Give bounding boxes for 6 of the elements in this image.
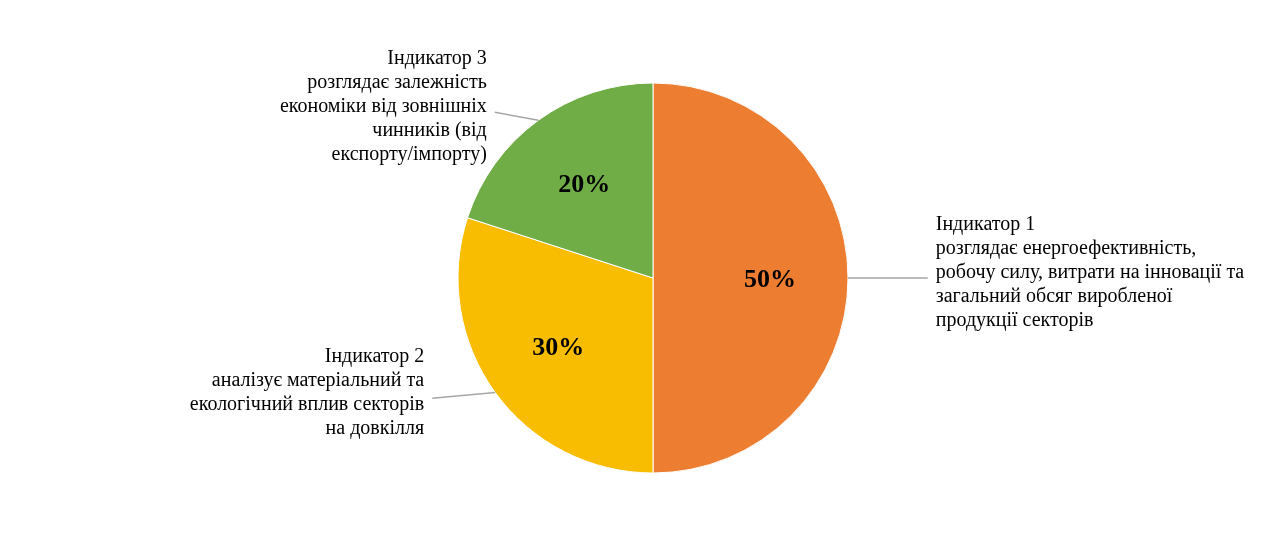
data-label: 20% <box>558 168 611 198</box>
slice-label: Індикатор 3 розглядає залежність економіки від зовнішніх чинників (від експорту/імпорту) <box>279 46 487 166</box>
slice-label: Індикатор 2 аналізує матеріальний та екологічний вплив секторів на довкілля <box>189 344 425 440</box>
data-label: 30% <box>532 332 585 362</box>
data-label: 50% <box>744 263 796 293</box>
slice-label: Індикатор 1 розглядає енергоефективність, робочу силу, витрати на інновації та загальний обсяг виробленої продукції секторів <box>935 212 1245 331</box>
